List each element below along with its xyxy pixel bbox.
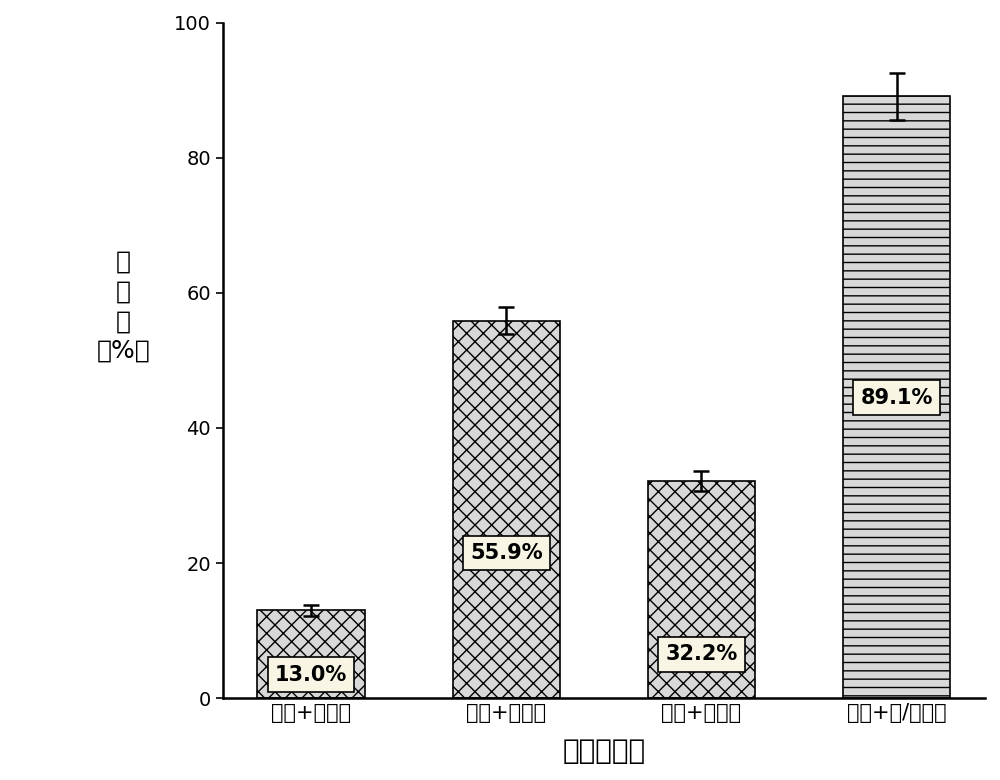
Bar (843, 96, 950, 698)
X-axis label: 抗菌膜样品: 抗菌膜样品 (562, 737, 645, 765)
Bar (648, 480, 755, 698)
Text: 13.0%: 13.0% (275, 665, 347, 685)
Bar (257, 611, 365, 698)
Bar (453, 321, 560, 698)
Text: 89.1%: 89.1% (860, 388, 933, 408)
Text: 抑
菌
率
（%）: 抑 菌 率 （%） (97, 250, 150, 363)
Text: 55.9%: 55.9% (470, 543, 543, 563)
Text: 32.2%: 32.2% (665, 644, 738, 665)
